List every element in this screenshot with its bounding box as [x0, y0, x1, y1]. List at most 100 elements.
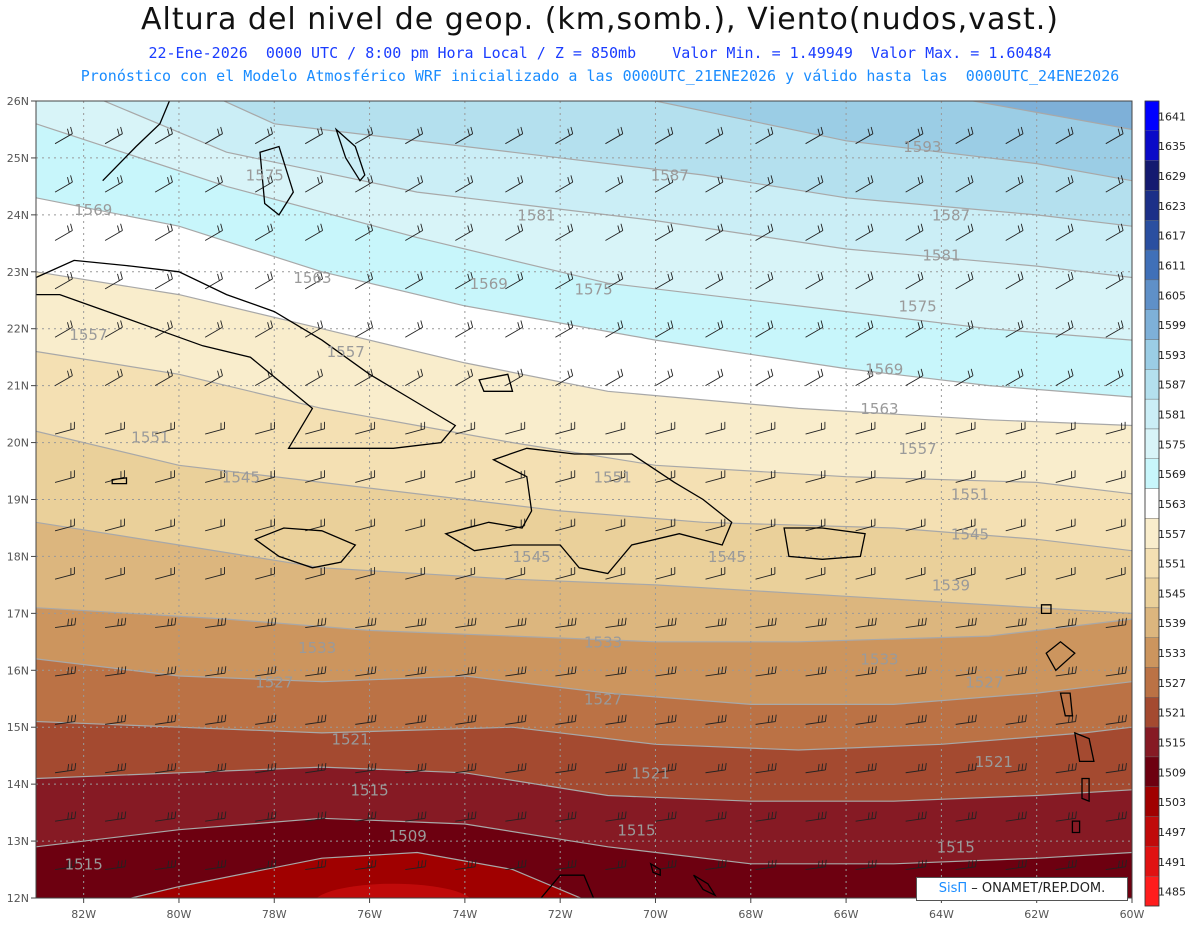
wind-barb	[54, 666, 77, 677]
contour-label: 1533	[298, 639, 336, 657]
colorbar-label: 1611	[1158, 259, 1186, 272]
wind-barb	[105, 666, 127, 677]
wind-barb	[155, 762, 177, 774]
contour-label: 1527	[255, 673, 293, 691]
wind-barb	[505, 762, 527, 774]
lon-tick-label: 64W	[929, 908, 954, 921]
wind-barb	[905, 175, 924, 193]
wind-barb	[655, 666, 677, 677]
axes-ticks: 82W 80W 78W 76W 74W 72W 70W 68W 66W 64W 62W 60W 12N 1…	[7, 95, 1145, 921]
contour-1599	[969, 101, 1132, 131]
wind-barb	[955, 271, 974, 290]
wind-barb	[255, 666, 277, 677]
wind-barb	[1105, 320, 1124, 338]
colorbar-label: 1491	[1158, 856, 1186, 869]
wind-barb	[405, 811, 427, 822]
wind-barb	[805, 762, 827, 774]
coastline-martinique	[1073, 731, 1095, 763]
wind-barb	[605, 811, 627, 822]
wind-barb	[755, 470, 776, 483]
coastlines	[36, 101, 1095, 898]
colorbar-swatch-1593	[1144, 339, 1160, 370]
contour-label: 1581	[922, 246, 960, 264]
wind-barb	[405, 666, 427, 677]
colorbar-frame	[1144, 100, 1160, 907]
wind-barb	[555, 518, 576, 532]
wind-barb	[154, 126, 173, 145]
wind-barb	[54, 175, 73, 193]
wind-barb	[905, 368, 924, 387]
wind-barb	[105, 859, 127, 870]
wind-barb	[205, 811, 227, 822]
wind-barb	[655, 470, 676, 483]
wind-barb	[505, 126, 524, 145]
wind-barb	[455, 617, 477, 629]
lon-tick-label: 76W	[357, 908, 382, 921]
wind-barb	[104, 567, 125, 580]
wind-barb	[405, 223, 424, 241]
wind-barb	[805, 421, 826, 435]
colorbar-swatch-1575	[1144, 428, 1160, 459]
wind-barb	[755, 223, 774, 241]
wind-barb	[155, 470, 175, 483]
wind-barb	[905, 271, 924, 290]
wind-barb	[205, 714, 227, 725]
wind-barb	[54, 271, 73, 290]
coastline-eleuthera	[334, 127, 366, 182]
wind-barb	[1105, 666, 1127, 677]
chart-title: Altura del nivel de geop. (km,somb.), Vi…	[141, 2, 1059, 37]
lat-tick-label: 20N	[7, 437, 29, 450]
wind-barb	[855, 811, 877, 822]
wind-barb	[605, 518, 626, 532]
wind-barb	[855, 175, 874, 193]
wind-barb	[255, 811, 277, 822]
wind-barb	[1105, 368, 1124, 387]
wind-barb	[154, 175, 173, 193]
colorbar-swatch-1539	[1144, 607, 1160, 638]
wind-barb	[855, 567, 876, 580]
wind-barb	[805, 271, 824, 290]
wind-barb	[505, 859, 527, 870]
contour-labels: 1569 1575 1581 1587 1593 1587 1581 1575 1575 1569…	[65, 138, 1013, 873]
wind-barb	[104, 175, 123, 193]
wind-barb	[905, 320, 924, 338]
wind-barb	[455, 126, 474, 145]
geopotential-contours	[36, 101, 1132, 898]
contour-label: 1545	[222, 468, 260, 486]
wind-barb	[855, 470, 876, 483]
wind-barb	[955, 859, 977, 870]
wind-barb	[455, 714, 477, 725]
wind-barb	[555, 811, 577, 822]
colorbar-label: 1641	[1158, 110, 1186, 123]
colorbar-label: 1629	[1158, 170, 1186, 183]
wind-barb	[305, 421, 326, 435]
wind-barb	[405, 567, 426, 580]
wind-barb	[355, 714, 377, 725]
wind-barb	[254, 223, 273, 241]
wind-barb	[505, 714, 527, 725]
wind-barb	[255, 714, 277, 725]
wind-barb	[755, 320, 774, 338]
wind-barb	[905, 859, 927, 870]
wind-barb	[855, 714, 877, 725]
wind-barb	[104, 368, 123, 387]
wind-barb	[455, 666, 477, 677]
wind-barb	[205, 666, 227, 677]
wind-barb	[705, 470, 726, 483]
wind-barb	[755, 421, 776, 435]
wind-barb	[254, 320, 273, 338]
coastline-cuba	[36, 259, 457, 449]
coastline-great-inagua	[478, 373, 514, 392]
lat-tick-label: 21N	[7, 380, 29, 393]
wind-barb	[1105, 567, 1126, 580]
coastline-aruba	[649, 862, 661, 877]
colorbar-swatch-1587	[1144, 369, 1160, 400]
wind-barb	[104, 126, 123, 145]
coastline-cayman	[111, 477, 128, 485]
wind-barb	[905, 470, 926, 483]
wind-barb	[555, 320, 574, 338]
wind-barb	[105, 714, 127, 725]
wind-barb	[655, 126, 674, 145]
wind-barb	[1005, 714, 1027, 725]
wind-barb	[605, 859, 627, 870]
